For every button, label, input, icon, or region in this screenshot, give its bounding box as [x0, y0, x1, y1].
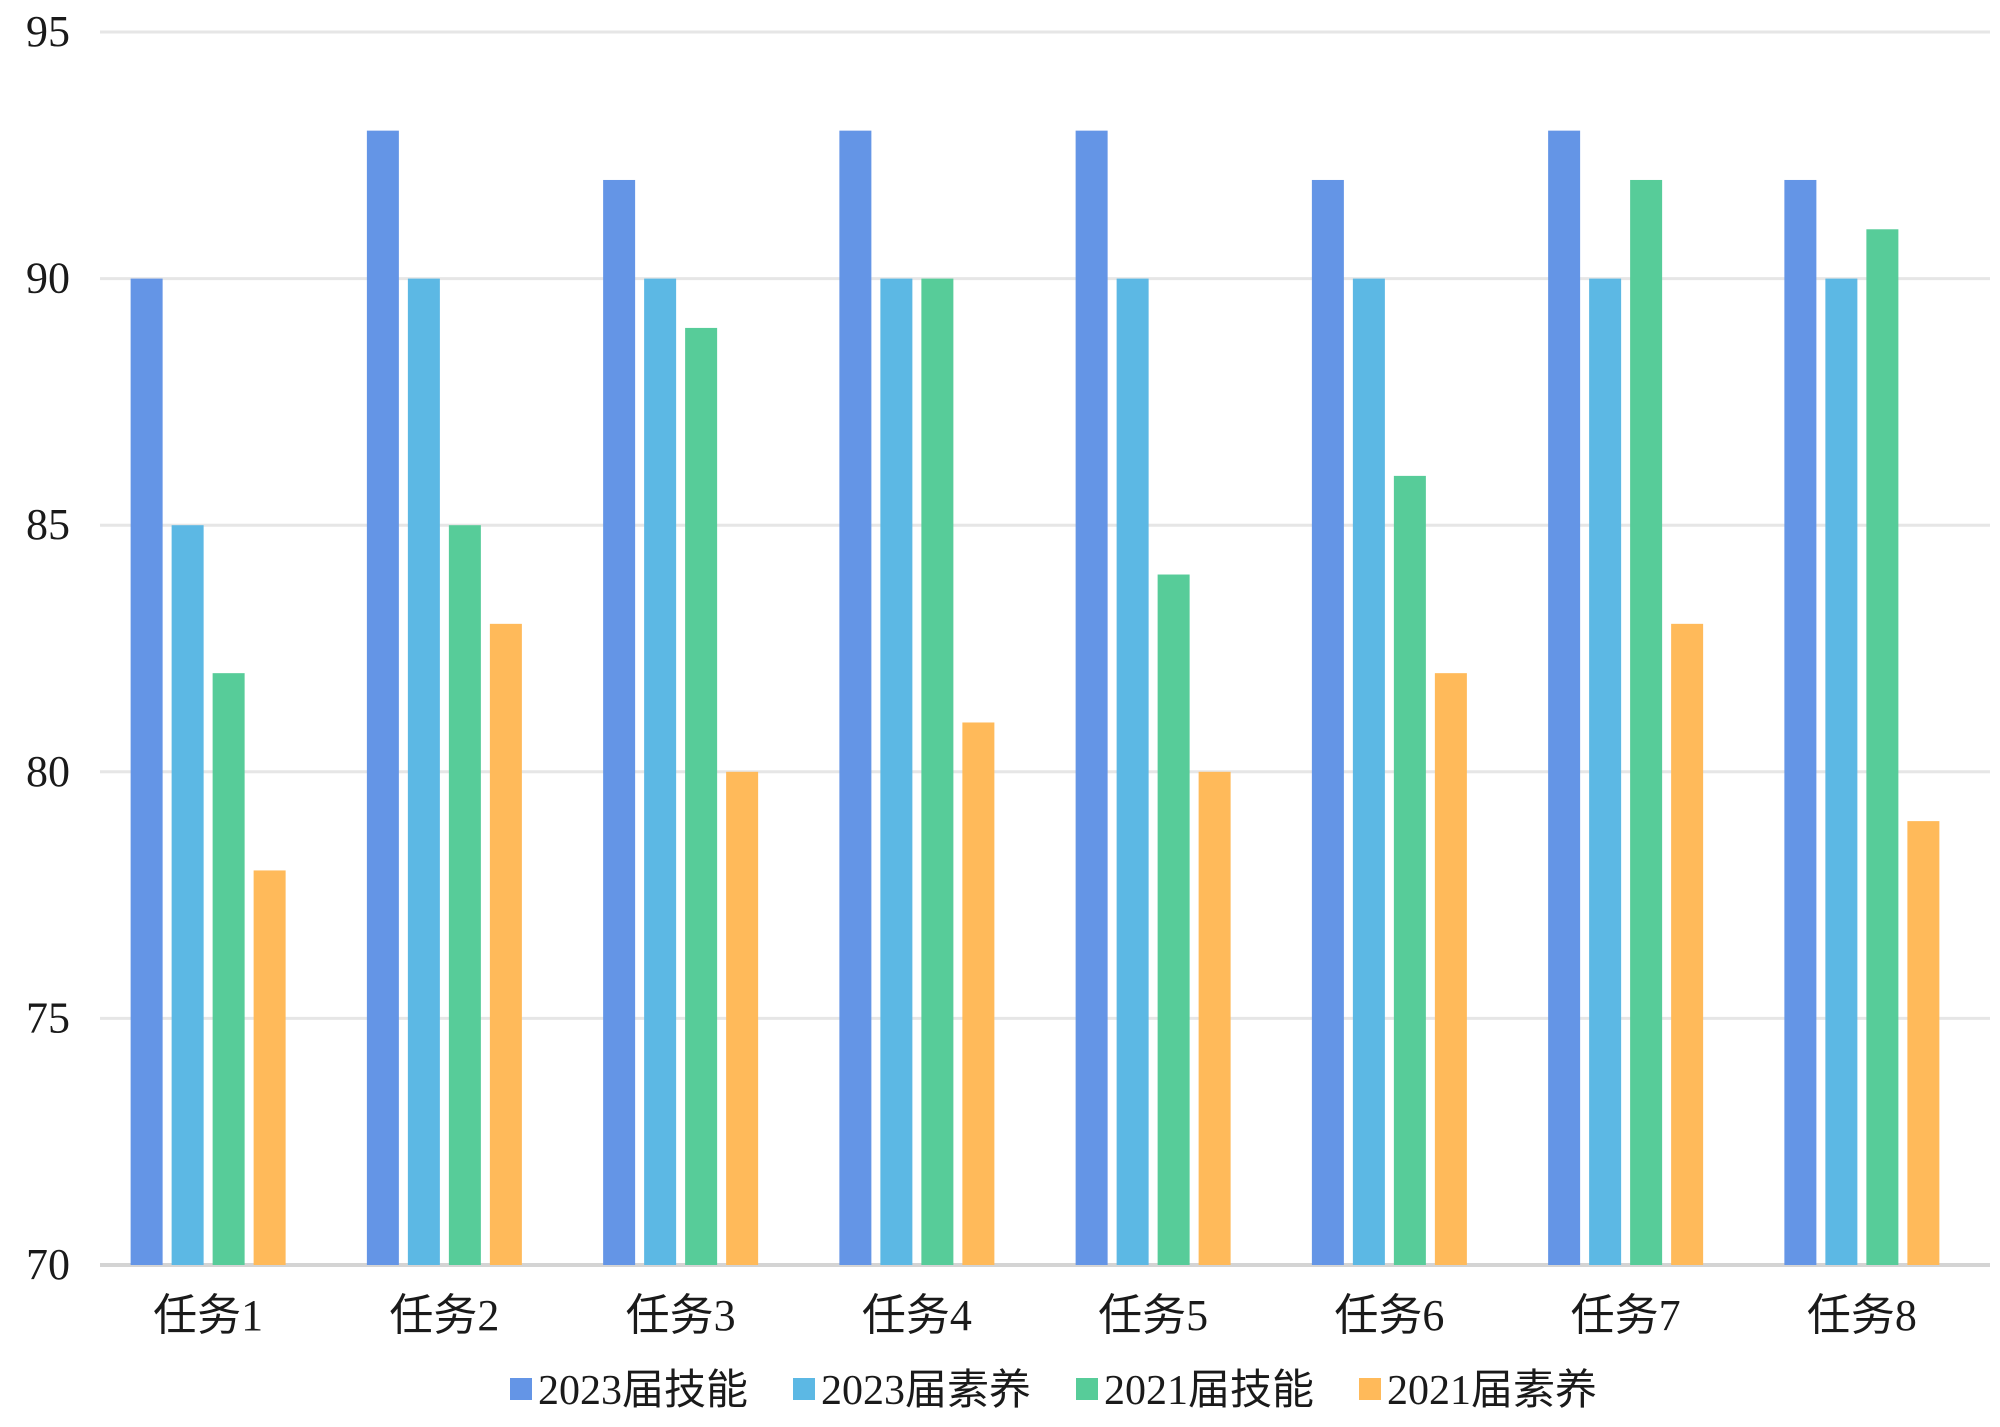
bar-4-1 [253, 870, 286, 1265]
legend-item: 2023届素养 [793, 1367, 1031, 1414]
legend-label: 2023届技能 [538, 1368, 748, 1414]
bar-2-1 [171, 525, 204, 1265]
bar-4-7 [1671, 623, 1704, 1265]
y-tick-label: 85 [26, 500, 70, 549]
y-tick-label: 95 [26, 7, 70, 56]
bar-3-3 [685, 327, 718, 1265]
y-tick-label: 70 [26, 1240, 70, 1289]
bar-2-2 [407, 278, 440, 1266]
bar-3-5 [1157, 574, 1190, 1265]
bar-1-4 [839, 130, 872, 1265]
x-tick-label: 任务1 [153, 1291, 263, 1340]
legend-label: 2021届技能 [1104, 1368, 1314, 1414]
bar-4-3 [726, 771, 759, 1265]
bar-1-1 [130, 278, 163, 1266]
y-tick-label: 75 [26, 993, 70, 1042]
bar-1-6 [1311, 179, 1344, 1266]
legend-swatch [510, 1378, 532, 1400]
bar-4-8 [1907, 821, 1940, 1265]
legend-label: 2023届素养 [821, 1367, 1031, 1414]
legend-swatch [793, 1378, 815, 1400]
bar-4-2 [489, 623, 522, 1265]
bar-4-4 [962, 722, 995, 1265]
bar-3-8 [1866, 229, 1899, 1265]
legend-item: 2021届素养 [1359, 1367, 1597, 1414]
bar-2-5 [1116, 278, 1149, 1266]
bar-3-2 [448, 525, 481, 1265]
legend-label: 2021届素养 [1387, 1367, 1597, 1414]
bar-2-8 [1825, 278, 1858, 1266]
bar-1-5 [1075, 130, 1108, 1265]
x-tick-label: 任务8 [1807, 1291, 1917, 1340]
y-tick-label: 90 [26, 254, 70, 303]
legend-swatch [1359, 1378, 1381, 1400]
legend-swatch [1076, 1378, 1098, 1400]
legend: 2023届技能 2023届素养 2021届技能 2021届素养 [510, 1367, 1597, 1414]
x-tick-label: 任务3 [626, 1291, 736, 1340]
bar-4-6 [1434, 673, 1467, 1265]
bar-2-6 [1352, 278, 1385, 1266]
legend-item: 2023届技能 [510, 1368, 748, 1414]
legend-item: 2021届技能 [1076, 1368, 1314, 1414]
x-tick-label: 任务4 [862, 1291, 972, 1340]
bar-2-7 [1589, 278, 1622, 1266]
x-tick-label: 任务5 [1098, 1291, 1208, 1340]
x-tick-label: 任务6 [1334, 1291, 1444, 1340]
bars [130, 130, 1940, 1266]
bar-1-8 [1784, 179, 1817, 1266]
bar-2-4 [880, 278, 913, 1266]
y-tick-label: 80 [26, 747, 70, 796]
x-axis-ticks: 任务1 任务2 任务3 任务4 任务5 任务6 任务7 任务8 [153, 1291, 1917, 1340]
bar-1-7 [1548, 130, 1581, 1265]
bar-3-7 [1630, 179, 1663, 1266]
bar-4-5 [1198, 771, 1231, 1265]
bar-1-3 [603, 179, 636, 1266]
y-axis-ticks: 70 75 80 85 90 95 [26, 7, 70, 1289]
bar-3-4 [921, 278, 954, 1266]
bar-2-3 [644, 278, 677, 1266]
bar-3-1 [212, 673, 245, 1265]
x-tick-label: 任务7 [1571, 1291, 1681, 1340]
x-tick-label: 任务2 [389, 1291, 499, 1340]
bar-1-2 [366, 130, 399, 1265]
bar-3-6 [1393, 475, 1426, 1265]
